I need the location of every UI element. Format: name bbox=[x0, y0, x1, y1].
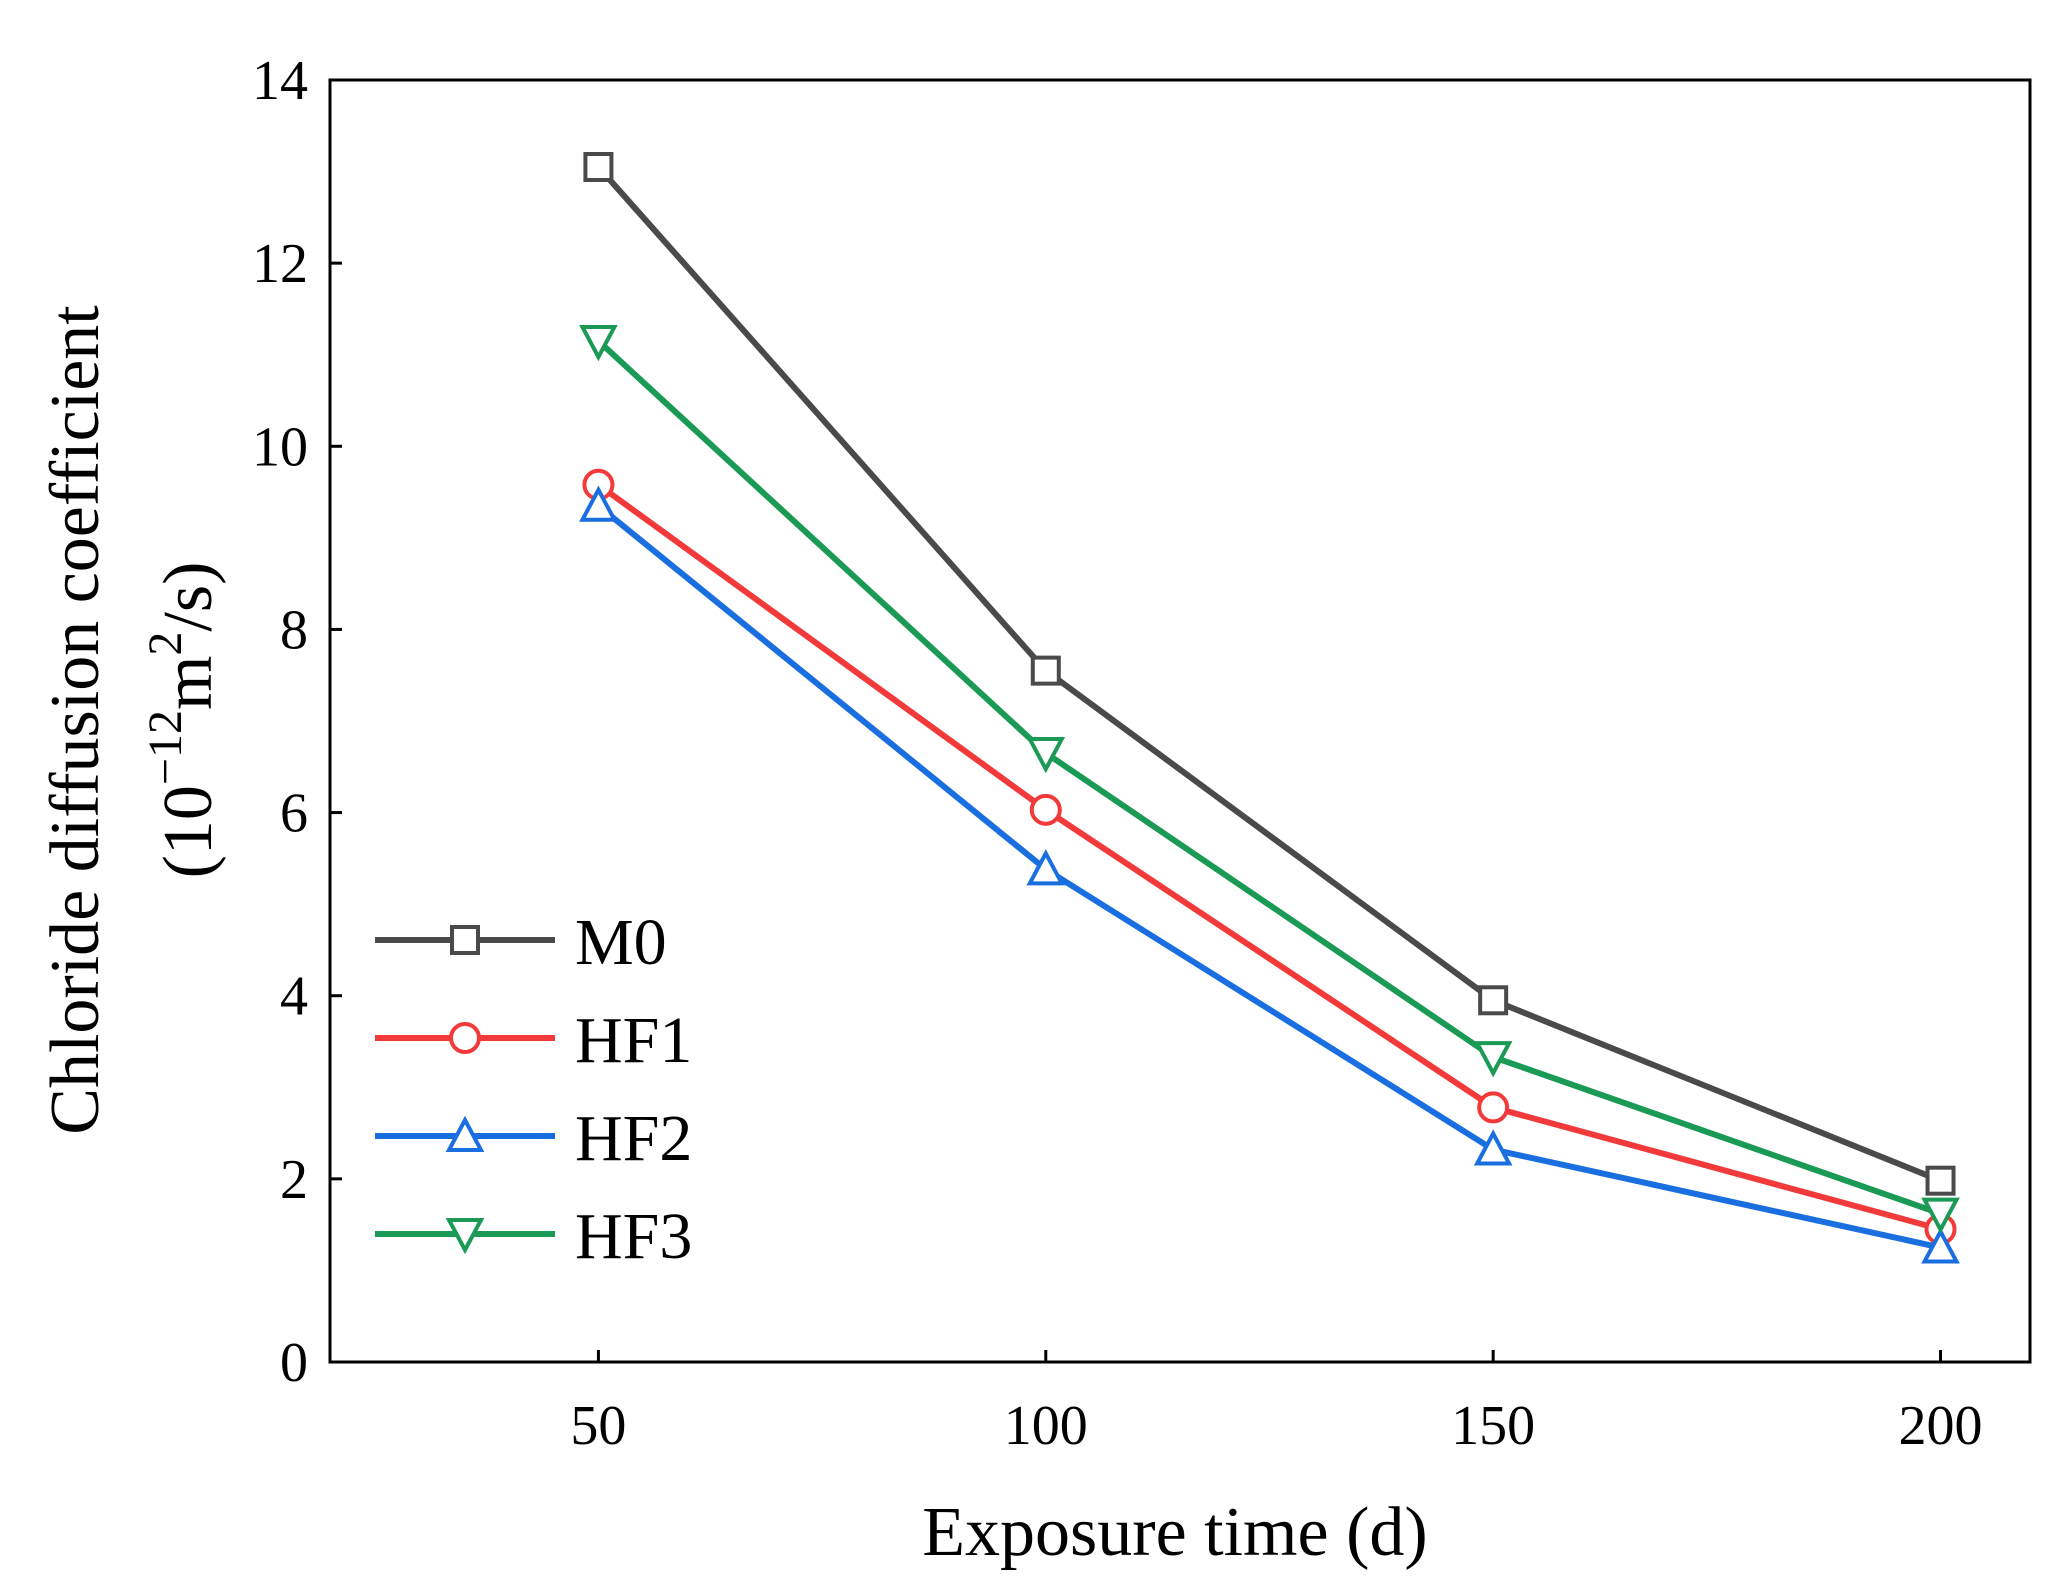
x-tick-label: 100 bbox=[1004, 1395, 1088, 1457]
legend-marker-hf2 bbox=[445, 1115, 485, 1152]
legend-item-hf2: HF2 bbox=[375, 1102, 692, 1175]
series-m0 bbox=[583, 151, 1956, 1196]
data-point-hf2 bbox=[579, 485, 618, 522]
series-layer bbox=[579, 151, 1960, 1264]
data-point-hf1 bbox=[1029, 793, 1062, 826]
legend-label-hf3: HF3 bbox=[575, 1200, 692, 1273]
y-axis-title-line1: Chloride diffusion coefficient bbox=[37, 305, 114, 1135]
legend-item-hf1: HF1 bbox=[375, 1004, 692, 1077]
legend-label-m0: M0 bbox=[575, 906, 667, 979]
data-point-m0 bbox=[1925, 1165, 1956, 1196]
y-unit-suffix: /s) bbox=[150, 562, 227, 632]
data-point-hf3 bbox=[1026, 737, 1066, 774]
series-line-m0 bbox=[596, 165, 1942, 1184]
legend-label-hf1: HF1 bbox=[575, 1004, 692, 1077]
series-line-hf2 bbox=[596, 503, 1942, 1251]
data-point-m0 bbox=[1478, 985, 1509, 1016]
legend-marker-m0 bbox=[450, 925, 480, 955]
legend-label-hf2: HF2 bbox=[575, 1102, 692, 1175]
series-line-hf1 bbox=[596, 482, 1942, 1233]
series-hf3 bbox=[579, 324, 1960, 1234]
data-point-hf2 bbox=[1473, 1129, 1513, 1166]
y-unit-exp2: 2 bbox=[139, 632, 192, 656]
y-tick-label: 0 bbox=[280, 1332, 308, 1394]
data-point-m0 bbox=[1030, 655, 1061, 686]
x-axis: 50 100 150 200 bbox=[570, 1350, 1983, 1457]
data-point-hf3 bbox=[1921, 1197, 1960, 1234]
y-tick-label: 4 bbox=[280, 966, 308, 1028]
data-point-hf2 bbox=[1921, 1227, 1960, 1264]
legend-marker-hf1 bbox=[449, 1022, 481, 1054]
legend-marker-hf3 bbox=[445, 1218, 485, 1255]
series-hf1 bbox=[582, 468, 1957, 1246]
y-unit-mid: m bbox=[150, 656, 227, 710]
y-tick-label: 2 bbox=[280, 1149, 308, 1211]
x-axis-title: Exposure time (d) bbox=[922, 1494, 1427, 1571]
y-unit-prefix: (10 bbox=[150, 785, 227, 878]
series-hf2 bbox=[579, 485, 1960, 1264]
y-unit-exp1: −12 bbox=[139, 710, 192, 785]
data-point-hf2 bbox=[1026, 849, 1066, 886]
legend-item-m0: M0 bbox=[375, 906, 667, 979]
x-tick-label: 150 bbox=[1451, 1395, 1535, 1457]
x-tick-label: 200 bbox=[1899, 1395, 1983, 1457]
y-axis: 0 2 4 6 8 10 12 14 bbox=[252, 50, 342, 1394]
data-point-hf3 bbox=[1473, 1041, 1513, 1078]
plot-frame bbox=[328, 78, 2032, 1364]
legend-item-hf3: HF3 bbox=[375, 1200, 692, 1273]
legend: M0 HF1 HF2 HF3 bbox=[375, 906, 692, 1273]
data-point-hf3 bbox=[579, 324, 618, 362]
y-axis-title-line2: (10−12m2/s) bbox=[139, 562, 227, 879]
y-tick-label: 10 bbox=[252, 416, 308, 478]
y-tick-label: 14 bbox=[252, 50, 308, 112]
y-axis-title: Chloride diffusion coefficient (10−12m2/… bbox=[37, 305, 227, 1135]
series-line-hf3 bbox=[596, 338, 1942, 1217]
data-point-m0 bbox=[583, 151, 614, 182]
y-tick-label: 6 bbox=[280, 783, 308, 845]
plot-border bbox=[328, 78, 2032, 1364]
y-tick-label: 12 bbox=[252, 233, 308, 295]
data-point-hf1 bbox=[1477, 1091, 1510, 1124]
x-tick-label: 50 bbox=[570, 1395, 626, 1457]
y-tick-label: 8 bbox=[280, 599, 308, 661]
